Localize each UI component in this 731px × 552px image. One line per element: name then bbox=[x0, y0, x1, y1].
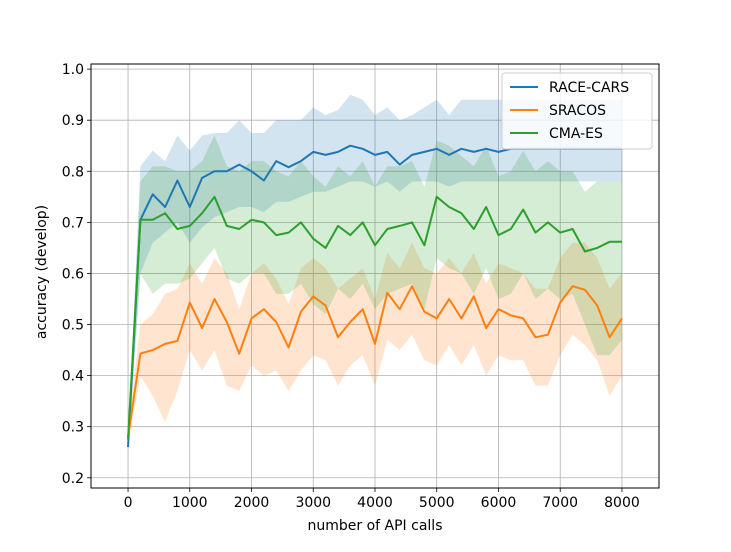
x-tick-label: 3000 bbox=[295, 495, 331, 511]
legend-label-sracos: SRACOS bbox=[549, 103, 606, 119]
legend-box bbox=[501, 72, 653, 150]
y-tick-label: 0.4 bbox=[62, 369, 84, 385]
x-tick-label: 0 bbox=[124, 495, 133, 511]
y-axis-label: accuracy (develop) bbox=[34, 205, 50, 339]
sracos-line bbox=[127, 285, 623, 438]
cma-es-band bbox=[128, 135, 622, 448]
y-tick-label: 0.3 bbox=[62, 420, 84, 436]
y-tick-label: 0.7 bbox=[62, 215, 84, 231]
sracos-band bbox=[128, 242, 622, 448]
x-tick-label: 4000 bbox=[357, 495, 393, 511]
legend-label-race-cars: RACE-CARS bbox=[549, 80, 629, 96]
x-tick-label: 8000 bbox=[604, 495, 640, 511]
legend: RACE-CARS SRACOS CMA-ES bbox=[501, 72, 653, 150]
cma-es-line bbox=[127, 195, 622, 440]
y-tick-label: 0.6 bbox=[62, 266, 84, 282]
y-tick-label: 0.2 bbox=[62, 471, 84, 487]
x-tick-label: 6000 bbox=[481, 495, 517, 511]
race-cars-band bbox=[128, 94, 622, 453]
y-tick-label: 0.5 bbox=[62, 318, 84, 334]
x-axis-label: number of API calls bbox=[308, 518, 443, 534]
y-tick-label: 0.8 bbox=[62, 164, 84, 180]
x-tick-label: 5000 bbox=[419, 495, 455, 511]
axis-ticks: 0 1000 2000 3000 4000 5000 6000 7000 8000 0.2 0.3 0… bbox=[62, 62, 640, 511]
y-tick-label: 0.9 bbox=[62, 113, 84, 129]
legend-label-cma-es: CMA-ES bbox=[549, 126, 603, 142]
x-tick-label: 2000 bbox=[234, 495, 270, 511]
x-tick-label: 7000 bbox=[542, 495, 578, 511]
confidence-bands bbox=[128, 94, 622, 453]
y-tick-label: 1.0 bbox=[62, 62, 84, 78]
x-tick-label: 1000 bbox=[172, 495, 208, 511]
